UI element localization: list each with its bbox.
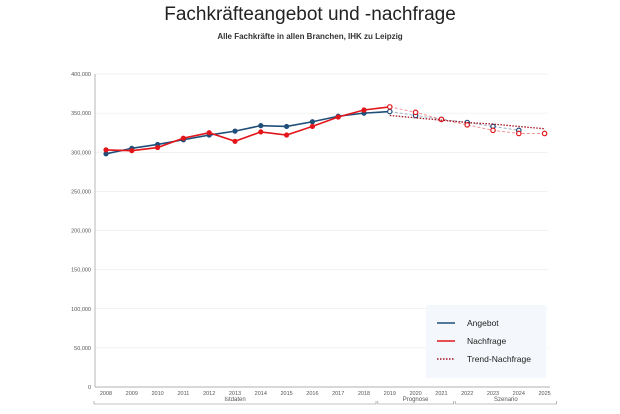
forecast-point-nachfrage — [438, 116, 445, 123]
y-tick-label: 400,000 — [71, 72, 91, 78]
x-tick-label: 2019 — [384, 391, 396, 397]
forecast-point-angebot — [386, 108, 393, 115]
x-group-bracket — [377, 401, 454, 405]
x-tick-label: 2011 — [177, 391, 189, 397]
legend-label-trend: Trend-Nachfrage — [467, 354, 531, 364]
x-tick-label: 2014 — [255, 391, 267, 397]
data-point-nachfrage — [361, 107, 367, 113]
series-line-nachfrage — [105, 106, 390, 152]
data-point-nachfrage — [180, 135, 186, 141]
x-group-bracket — [454, 401, 557, 405]
legend-label-angebot: Angebot — [467, 318, 499, 328]
series-forecast-line-angebot — [389, 111, 519, 131]
y-tick-label: 200,000 — [71, 229, 91, 235]
y-tick-label: 0 — [88, 385, 91, 391]
forecast-point-nachfrage — [490, 127, 496, 134]
series-line-angebot — [105, 110, 390, 155]
data-point-nachfrage — [309, 123, 315, 130]
x-tick-label: 2023 — [487, 391, 499, 397]
data-point-nachfrage — [155, 144, 161, 151]
y-tick-label: 150,000 — [71, 268, 91, 274]
series-line-trend-nachfrage — [389, 114, 545, 130]
x-tick-label: 2018 — [358, 391, 370, 397]
x-tick-label: 2010 — [151, 391, 163, 397]
data-point-angebot — [284, 123, 290, 130]
y-tick-label: 350,000 — [71, 111, 91, 117]
x-tick-label: 2025 — [538, 391, 550, 397]
data-point-nachfrage — [284, 132, 290, 138]
y-tick-label: 250,000 — [71, 189, 91, 195]
x-group-label: Prognose — [403, 397, 429, 403]
x-tick-label: 2015 — [280, 391, 292, 397]
y-tick-label: 50,000 — [74, 346, 91, 352]
y-tick-label: 100,000 — [71, 307, 91, 313]
chart-title: Fachkräfteangebot und -nachfrage — [164, 4, 456, 25]
x-group-bracket — [93, 401, 377, 405]
x-tick-label: 2024 — [513, 391, 525, 397]
x-tick-label: 2022 — [461, 391, 473, 397]
data-point-angebot — [103, 151, 109, 157]
x-tick-label: 2009 — [126, 391, 138, 397]
x-tick-label: 2017 — [332, 391, 344, 397]
data-point-nachfrage — [206, 130, 212, 136]
x-tick-label: 2008 — [100, 391, 112, 397]
legend: Angebot Nachfrage Trend-Nachfrage — [426, 305, 546, 378]
data-point-angebot — [309, 119, 315, 125]
x-tick-label: 2016 — [306, 391, 318, 397]
forecast-point-nachfrage — [412, 109, 419, 116]
forecast-point-nachfrage — [541, 130, 548, 137]
legend-label-nachfrage: Nachfrage — [467, 336, 506, 346]
data-point-angebot — [258, 123, 264, 129]
chart-subtitle: Alle Fachkräfte in allen Branchen, IHK z… — [217, 32, 403, 41]
x-tick-label: 2020 — [409, 391, 421, 397]
data-point-nachfrage — [232, 138, 238, 144]
forecast-point-nachfrage — [464, 122, 471, 128]
data-point-nachfrage — [335, 114, 341, 120]
y-tick-label: 300,000 — [71, 150, 91, 156]
forecast-point-nachfrage — [386, 104, 393, 110]
data-point-angebot — [232, 128, 238, 134]
x-group-label: Istdaten — [224, 397, 245, 403]
x-tick-label: 2012 — [203, 391, 215, 397]
x-tick-label: 2021 — [435, 391, 447, 397]
x-group-label: Szenario — [494, 397, 518, 403]
data-point-nachfrage — [129, 148, 135, 154]
data-point-nachfrage — [103, 147, 109, 153]
data-point-nachfrage — [258, 129, 264, 135]
x-tick-label: 2013 — [229, 391, 241, 397]
forecast-point-nachfrage — [515, 130, 522, 137]
